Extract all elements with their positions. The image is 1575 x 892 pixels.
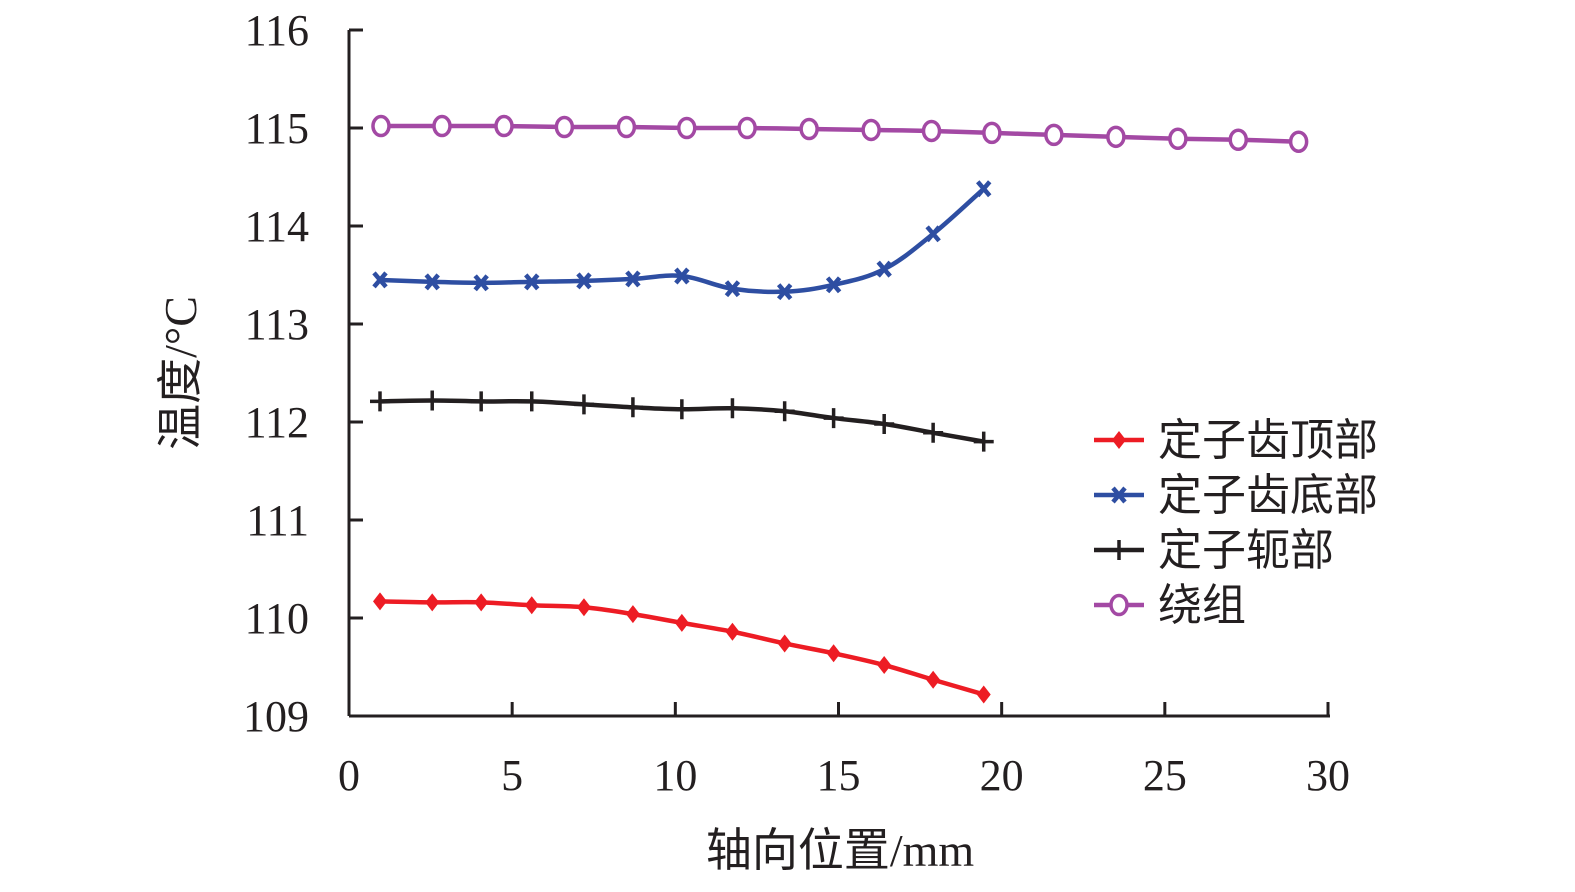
data-point-circle: [554, 115, 575, 139]
series-layer: [370, 114, 1309, 704]
data-point-plus: [923, 422, 944, 443]
data-point-diamond: [976, 685, 991, 704]
data-point-circle: [799, 117, 819, 141]
data-point-plus: [671, 399, 692, 420]
y-tick-label: 109: [243, 692, 309, 741]
x-tick-label: 30: [1306, 751, 1350, 800]
data-point-circle: [371, 114, 391, 138]
x-axis-title: 轴向位置/mm: [706, 825, 975, 876]
legend-entry: 绕组: [1094, 581, 1246, 630]
data-point-plus: [722, 398, 743, 419]
data-point-circle: [1106, 125, 1126, 149]
x-tick-label: 15: [817, 751, 861, 800]
legend-label: 定子轭部: [1158, 526, 1334, 575]
y-ticks: 109 110 111 112 113 114 115 116: [243, 6, 363, 741]
data-point-x: [976, 180, 992, 198]
data-point-plus: [370, 391, 391, 412]
data-point-diamond: [625, 605, 640, 624]
data-point-plus: [973, 431, 994, 452]
data-point-circle: [921, 119, 942, 143]
data-point-x: [576, 272, 592, 290]
data-point-diamond: [524, 596, 539, 615]
y-tick-label: 115: [245, 104, 309, 153]
data-point-diamond: [373, 592, 388, 611]
data-point-x: [625, 270, 641, 288]
data-point-circle: [982, 121, 1002, 145]
data-point-circle: [1044, 123, 1064, 147]
data-point-plus: [874, 413, 895, 434]
x-tick-label: 25: [1143, 751, 1187, 800]
legend-label: 定子齿顶部: [1158, 416, 1378, 465]
data-point-plus: [1109, 540, 1129, 560]
data-point-x: [776, 283, 793, 301]
data-point-x: [424, 273, 440, 291]
data-point-plus: [573, 394, 594, 415]
data-point-circle: [1288, 130, 1309, 153]
y-tick-label: 114: [245, 202, 309, 251]
data-point-diamond: [926, 670, 941, 689]
data-point-circle: [677, 116, 697, 140]
data-point-diamond: [826, 644, 841, 663]
legend-entry: 定子齿顶部: [1094, 416, 1378, 465]
series-2: [370, 390, 994, 452]
x-tick-label: 10: [653, 751, 697, 800]
data-point-diamond: [725, 622, 740, 641]
y-tick-label: 110: [245, 594, 309, 643]
series-0: [373, 592, 991, 704]
y-axis-title: 温度/°C: [155, 296, 206, 450]
data-point-circle: [494, 114, 514, 138]
x-tick-label: 0: [338, 751, 360, 800]
series-1: [372, 180, 992, 301]
data-point-diamond: [877, 656, 892, 675]
legend-label: 定子齿底部: [1158, 471, 1378, 520]
series-line: [380, 123, 1299, 144]
data-point-x: [372, 271, 388, 289]
data-point-x: [524, 273, 540, 291]
y-tick-label: 116: [245, 6, 309, 55]
data-point-x: [724, 280, 741, 298]
data-point-circle: [737, 116, 757, 140]
data-point-x: [473, 274, 489, 292]
data-point-plus: [774, 401, 795, 422]
data-point-circle: [616, 115, 637, 139]
data-point-circle: [1109, 593, 1129, 617]
legend-entry: 定子轭部: [1094, 526, 1334, 575]
data-point-plus: [622, 397, 643, 418]
x-tick-label: 5: [501, 751, 523, 800]
data-point-circle: [861, 118, 881, 142]
legend-entry: 定子齿底部: [1094, 471, 1378, 520]
data-point-circle: [432, 114, 452, 138]
data-point-diamond: [425, 593, 440, 612]
data-point-x: [825, 276, 842, 294]
data-point-circle: [1168, 127, 1188, 151]
y-tick-label: 112: [245, 398, 309, 447]
y-tick-label: 113: [245, 300, 309, 349]
legend-label: 绕组: [1158, 581, 1246, 630]
x-ticks: 0 5 10 15 20 25 30: [338, 702, 1350, 800]
data-point-diamond: [576, 598, 591, 617]
y-tick-label: 111: [246, 496, 309, 545]
data-point-diamond: [1112, 431, 1126, 449]
data-point-plus: [422, 390, 443, 411]
data-point-x: [1111, 486, 1127, 504]
data-point-diamond: [777, 634, 792, 653]
data-point-x: [876, 260, 892, 278]
data-point-diamond: [474, 593, 489, 612]
data-point-x: [674, 267, 690, 285]
data-point-circle: [1228, 128, 1249, 152]
data-point-plus: [521, 391, 542, 412]
data-point-x: [925, 225, 941, 243]
data-point-plus: [471, 391, 492, 412]
data-point-diamond: [674, 613, 689, 632]
series-3: [371, 114, 1309, 153]
data-point-plus: [823, 408, 844, 429]
x-tick-label: 20: [980, 751, 1024, 800]
